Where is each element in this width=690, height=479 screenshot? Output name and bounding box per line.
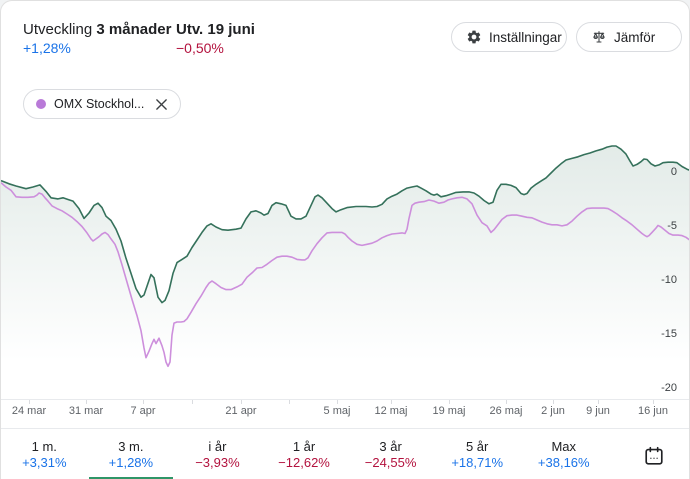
day-change-value: −0,50% [176, 40, 224, 56]
y-axis-label: 0 [670, 166, 677, 178]
period-tab-3-år[interactable]: 3 år −24,55% [347, 429, 434, 479]
x-axis-tick [391, 400, 392, 404]
period-label: 1 år [292, 439, 316, 454]
x-axis-tick [506, 400, 507, 404]
period-tab-i-år[interactable]: i år −3,93% [174, 429, 261, 479]
title-prefix: Utveckling [23, 21, 93, 38]
period-label: 1 m. [31, 439, 57, 454]
x-axis-tick [192, 400, 193, 404]
compare-button-label: Jämför [614, 29, 656, 45]
day-change-label: Utv. 19 juni [176, 21, 255, 38]
x-axis-tick [29, 400, 30, 404]
period-tab-max[interactable]: Max +38,16% [520, 429, 607, 479]
y-axis-label: -20 [661, 382, 677, 394]
x-axis-label: 21 apr [225, 405, 257, 417]
x-axis-tick [143, 400, 144, 404]
x-axis-tick [337, 400, 338, 404]
area-fill [1, 146, 689, 399]
compare-button[interactable]: Jämför [576, 22, 682, 52]
period-value: +3,31% [22, 455, 67, 470]
line-series-omx-stockhol- [1, 182, 689, 368]
period-value: +1,28% [108, 455, 154, 470]
x-axis-label: 2 jun [541, 405, 565, 417]
line-series-main [1, 145, 689, 304]
period-label: 3 år [379, 439, 402, 454]
x-axis-tick [86, 400, 87, 404]
x-axis-tick [653, 400, 654, 404]
period-tab-5-år[interactable]: 5 år +18,71% [434, 429, 521, 479]
period-label: i år [208, 439, 227, 454]
x-axis-label: 7 apr [130, 405, 156, 417]
x-axis-tick [553, 400, 554, 404]
x-axis-label: 19 maj [432, 405, 466, 417]
gear-icon [466, 29, 482, 45]
period-bar: 1 m. +3,31% 3 m. +1,28% i år −3,93% 1 år −12,62… [1, 428, 689, 479]
x-axis-label: 31 mar [68, 405, 104, 417]
period-value: −24,55% [364, 455, 417, 470]
y-axis-label: -10 [661, 274, 677, 286]
period-label: Max [551, 439, 577, 454]
settings-button[interactable]: Inställningar [451, 22, 567, 52]
balance-scale-icon [591, 29, 607, 45]
y-axis-label: -5 [667, 220, 677, 232]
calendar-button[interactable] [639, 441, 669, 471]
close-icon[interactable] [152, 95, 170, 113]
period-tab-1-år[interactable]: 1 år −12,62% [261, 429, 348, 479]
period-tab-3-m-[interactable]: 3 m. +1,28% [88, 429, 175, 479]
period-change-value: +1,28% [23, 40, 71, 56]
series-chip-omx-stockholm[interactable]: OMX Stockhol... [23, 89, 182, 119]
x-axis-tick [449, 400, 450, 404]
period-tab-1-m-[interactable]: 1 m. +3,31% [1, 429, 88, 479]
period-value: +18,71% [451, 455, 504, 470]
x-axis-tick [598, 400, 599, 404]
settings-button-label: Inställningar [489, 29, 562, 45]
period-label: 5 år [465, 439, 489, 454]
x-axis-label: 9 jun [586, 405, 610, 417]
x-axis-label: 16 jun [638, 405, 668, 417]
x-axis-label: 24 mar [11, 405, 47, 417]
x-axis-label: 26 maj [489, 405, 523, 417]
period-value: −3,93% [195, 455, 240, 470]
y-axis-label: -15 [661, 328, 677, 340]
series-color-dot [36, 99, 46, 109]
x-axis-tick [241, 400, 242, 404]
x-axis-line [1, 399, 689, 400]
price-chart[interactable] [1, 127, 689, 399]
title-period: 3 månader [96, 21, 172, 38]
x-axis-tick [289, 400, 290, 404]
period-label: 3 m. [118, 439, 144, 454]
period-value: −12,62% [278, 455, 330, 470]
page-title: Utveckling 3 månader [23, 21, 171, 38]
x-axis-label: 12 maj [374, 405, 408, 417]
period-value: +38,16% [537, 455, 590, 470]
x-axis-label: 5 maj [323, 405, 351, 417]
series-chip-label: OMX Stockhol... [54, 97, 145, 111]
